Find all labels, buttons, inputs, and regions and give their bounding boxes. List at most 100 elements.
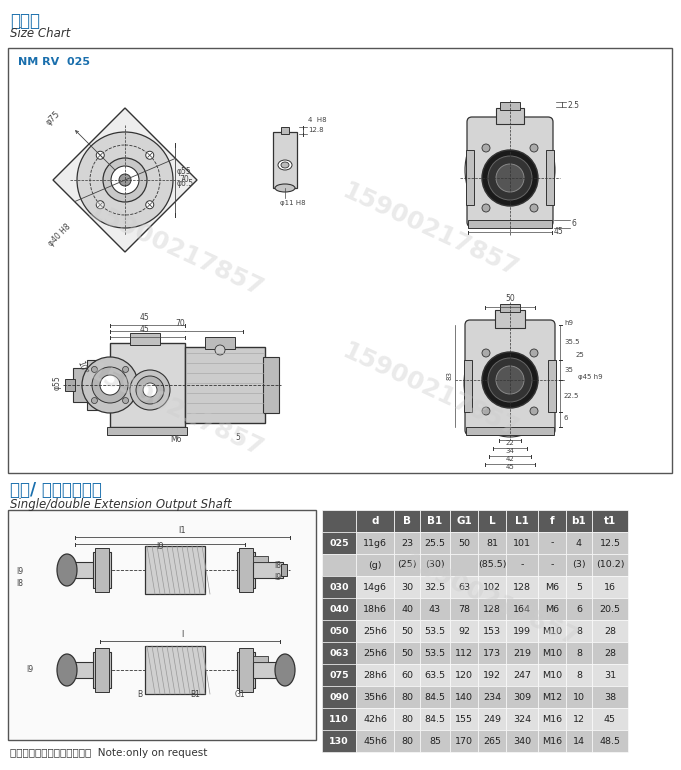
Bar — [356, 730, 394, 752]
Ellipse shape — [464, 329, 556, 437]
Text: 单向/ 双向输出尺寸: 单向/ 双向输出尺寸 — [10, 481, 102, 499]
Text: 注：输出轴可按用户要求定做  Note:only on request: 注：输出轴可按用户要求定做 Note:only on request — [10, 748, 208, 758]
Text: l8: l8 — [16, 579, 24, 588]
Bar — [145, 646, 205, 694]
Text: 48.5: 48.5 — [599, 736, 620, 745]
Circle shape — [77, 132, 173, 228]
Bar — [420, 664, 450, 686]
Bar — [356, 686, 394, 708]
Bar — [130, 333, 160, 345]
Text: 25.5: 25.5 — [424, 538, 445, 547]
Bar — [478, 576, 506, 598]
Bar — [566, 532, 592, 554]
Bar — [8, 510, 316, 740]
Text: (g): (g) — [368, 561, 382, 570]
Text: 164: 164 — [513, 604, 531, 614]
Bar — [239, 548, 253, 592]
Bar — [110, 343, 185, 427]
Circle shape — [482, 144, 490, 152]
Bar — [65, 379, 75, 391]
Bar — [8, 48, 672, 473]
Text: 8: 8 — [576, 648, 582, 658]
Circle shape — [119, 174, 131, 186]
Bar — [67, 562, 95, 578]
Ellipse shape — [465, 118, 555, 223]
Text: 53.5: 53.5 — [424, 627, 445, 635]
Text: -: - — [520, 561, 524, 570]
Bar — [478, 532, 506, 554]
Text: 70: 70 — [179, 176, 189, 185]
Ellipse shape — [278, 160, 292, 170]
Circle shape — [123, 397, 129, 403]
Bar — [538, 730, 566, 752]
Text: 50: 50 — [458, 538, 470, 547]
Text: 60: 60 — [401, 671, 413, 679]
Text: 42h6: 42h6 — [363, 715, 387, 724]
Bar — [394, 642, 420, 664]
Circle shape — [530, 204, 538, 212]
Text: 025: 025 — [329, 538, 349, 547]
Text: (30): (30) — [425, 561, 445, 570]
Text: 10: 10 — [573, 692, 585, 701]
Circle shape — [488, 358, 532, 402]
Text: 53.5: 53.5 — [424, 648, 445, 658]
Text: 70: 70 — [175, 319, 185, 328]
Bar — [239, 648, 253, 692]
Circle shape — [530, 407, 538, 415]
Circle shape — [530, 349, 538, 357]
Bar — [466, 150, 474, 205]
Polygon shape — [53, 108, 197, 252]
Text: 050: 050 — [329, 627, 349, 635]
Circle shape — [530, 144, 538, 152]
Bar — [506, 730, 538, 752]
Text: φ40 H8: φ40 H8 — [47, 222, 73, 248]
Text: 6: 6 — [576, 604, 582, 614]
Circle shape — [82, 357, 138, 413]
Bar — [592, 730, 628, 752]
Text: NM RV  025: NM RV 025 — [18, 57, 90, 67]
Bar — [478, 554, 506, 576]
Bar — [538, 532, 566, 554]
Text: l1: l1 — [178, 526, 186, 535]
Text: l9: l9 — [274, 573, 281, 582]
Bar — [322, 532, 356, 554]
Bar — [506, 664, 538, 686]
Circle shape — [488, 156, 532, 200]
Bar — [394, 708, 420, 730]
Text: 42: 42 — [505, 456, 514, 462]
Bar — [450, 686, 478, 708]
Text: 45h6: 45h6 — [363, 736, 387, 745]
Text: 2.5: 2.5 — [568, 101, 580, 109]
Text: 92: 92 — [458, 627, 470, 635]
Bar — [506, 576, 538, 598]
Bar — [322, 708, 356, 730]
Text: 45: 45 — [505, 464, 514, 470]
Bar — [356, 554, 394, 576]
Text: 199: 199 — [513, 627, 531, 635]
Bar — [394, 598, 420, 620]
Text: B1: B1 — [428, 516, 443, 526]
Bar — [478, 598, 506, 620]
Bar — [356, 664, 394, 686]
Text: 112: 112 — [455, 648, 473, 658]
Bar — [356, 708, 394, 730]
Text: 4  H8: 4 H8 — [308, 117, 327, 123]
Bar — [450, 708, 478, 730]
Text: 15900217857: 15900217857 — [398, 549, 582, 651]
Text: 110: 110 — [329, 715, 349, 724]
Bar — [566, 554, 592, 576]
Bar — [478, 686, 506, 708]
Text: 5: 5 — [576, 582, 582, 591]
Text: 85: 85 — [429, 736, 441, 745]
Text: 80: 80 — [401, 715, 413, 724]
Bar — [356, 598, 394, 620]
Text: 45: 45 — [554, 227, 564, 236]
Text: (25): (25) — [397, 561, 417, 570]
Text: 128: 128 — [513, 582, 531, 591]
Text: 063: 063 — [329, 648, 349, 658]
Text: l9: l9 — [27, 665, 33, 674]
Bar — [546, 150, 554, 205]
Bar — [538, 576, 566, 598]
Bar — [496, 108, 524, 124]
Text: 20.5: 20.5 — [599, 604, 620, 614]
